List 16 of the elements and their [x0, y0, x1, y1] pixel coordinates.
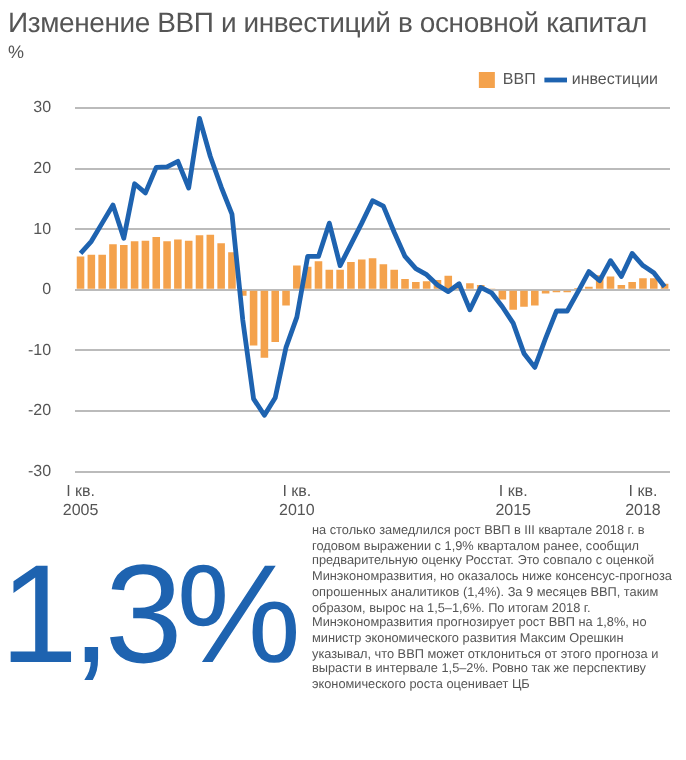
x-tick-label: I кв. 2018 — [625, 481, 662, 519]
y-tick-label: 0 — [42, 280, 53, 299]
x-tick-label: I кв. 2010 — [279, 481, 316, 519]
chart-title: Изменение ВВП и инвестиций в основной капитал — [8, 6, 648, 38]
text: 1,3% — [0, 536, 298, 692]
y-tick-label: 10 — [33, 219, 53, 238]
y-tick-label: -20 — [28, 401, 53, 420]
y-axis-title: % — [8, 42, 25, 62]
legend-label: ВВП — [502, 70, 537, 89]
legend-label: инвестиции — [571, 70, 659, 89]
y-tick-label: 20 — [33, 159, 53, 178]
y-tick-label: 30 — [33, 98, 53, 117]
y-tick-label: -30 — [28, 462, 53, 481]
x-tick-label: I кв. 2015 — [495, 481, 533, 519]
y-tick-label: -10 — [28, 340, 53, 359]
x-tick-label: I кв. 2005 — [62, 481, 100, 519]
